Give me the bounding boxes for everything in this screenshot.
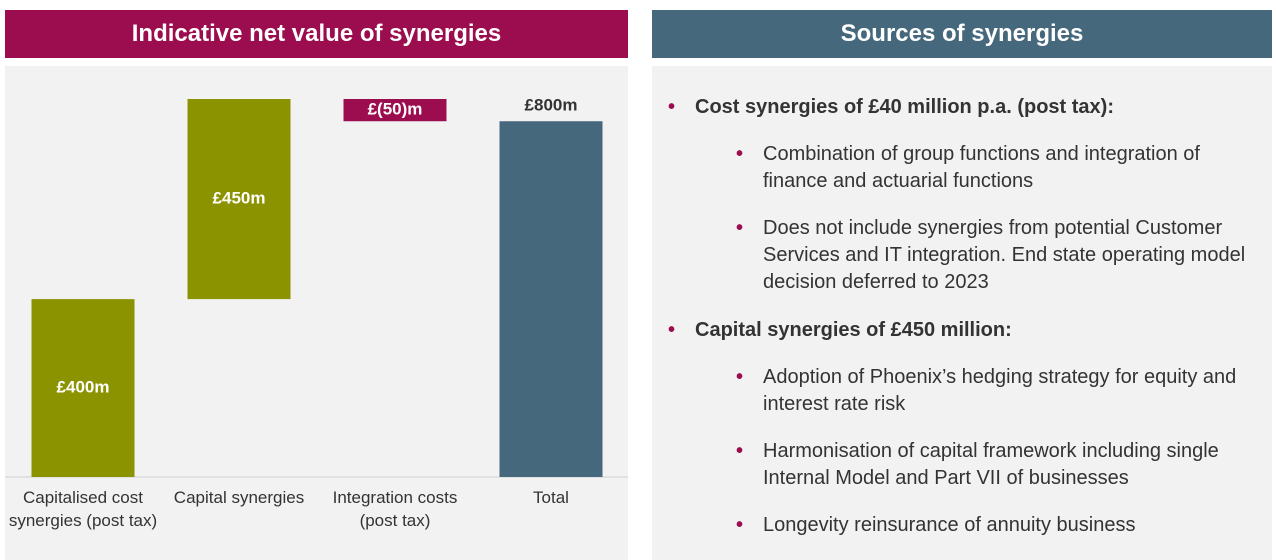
sub-bullet: • Does not include synergies from potenti… bbox=[668, 215, 1263, 296]
value-label: £400m bbox=[57, 378, 110, 397]
bullet-dot: • bbox=[668, 319, 676, 341]
x-tick-label: Capitalised cost synergies (post tax) bbox=[8, 488, 158, 530]
bar bbox=[343, 99, 447, 122]
sub-bullet-text: Longevity reinsurance of annuity busines… bbox=[763, 514, 1136, 536]
sub-bullet: • Harmonisation of capital framework incl… bbox=[668, 438, 1263, 492]
sub-bullet: • Adoption of Phoenix’s hedging strategy … bbox=[668, 364, 1263, 418]
x-tick-label: Capital synergies bbox=[173, 488, 305, 507]
bullet-dot: • bbox=[736, 366, 744, 388]
sub-bullet-text: Adoption of Phoenix’s hedging strategy f… bbox=[763, 366, 1237, 415]
bullet-text: Cost synergies of £40 million p.a. (post… bbox=[695, 96, 1114, 118]
bullet-dot: • bbox=[736, 514, 744, 536]
bullet-dot: • bbox=[668, 96, 676, 118]
bullet: • Capital synergies of £450 million: bbox=[668, 317, 1268, 344]
sub-bullet-text: Does not include synergies from potentia… bbox=[763, 217, 1246, 293]
right-title: Sources of synergies bbox=[652, 10, 1272, 58]
bar bbox=[187, 99, 291, 300]
bullet-dot: • bbox=[736, 217, 744, 239]
x-tick-label: Total bbox=[533, 488, 569, 507]
value-label: £(50)m bbox=[368, 100, 423, 119]
value-label: £800m bbox=[525, 96, 578, 115]
sub-bullet: • Longevity reinsurance of annuity busine… bbox=[668, 512, 1263, 539]
x-tick-label: Integration costs (post tax) bbox=[332, 488, 458, 530]
text-panel bbox=[652, 66, 1272, 560]
sub-bullet: • Combination of group functions and inte… bbox=[668, 141, 1263, 195]
sub-bullet-text: Harmonisation of capital framework inclu… bbox=[763, 440, 1219, 489]
bullet-list: • Cost synergies of £40 million p.a. (pos… bbox=[668, 94, 1268, 539]
sub-bullet-text: Combination of group functions and integ… bbox=[763, 143, 1200, 192]
bullet-text: Capital synergies of £450 million: bbox=[695, 319, 1012, 341]
bar bbox=[31, 299, 135, 477]
bar bbox=[499, 121, 603, 477]
chart: £400m £450m £(50)m £800m bbox=[5, 96, 628, 478]
bullet-dot: • bbox=[736, 440, 744, 462]
bullet: • Cost synergies of £40 million p.a. (pos… bbox=[668, 94, 1268, 121]
value-label: £450m bbox=[213, 189, 266, 208]
bullet-dot: • bbox=[736, 143, 744, 165]
left-title: Indicative net value of synergies bbox=[5, 10, 628, 58]
